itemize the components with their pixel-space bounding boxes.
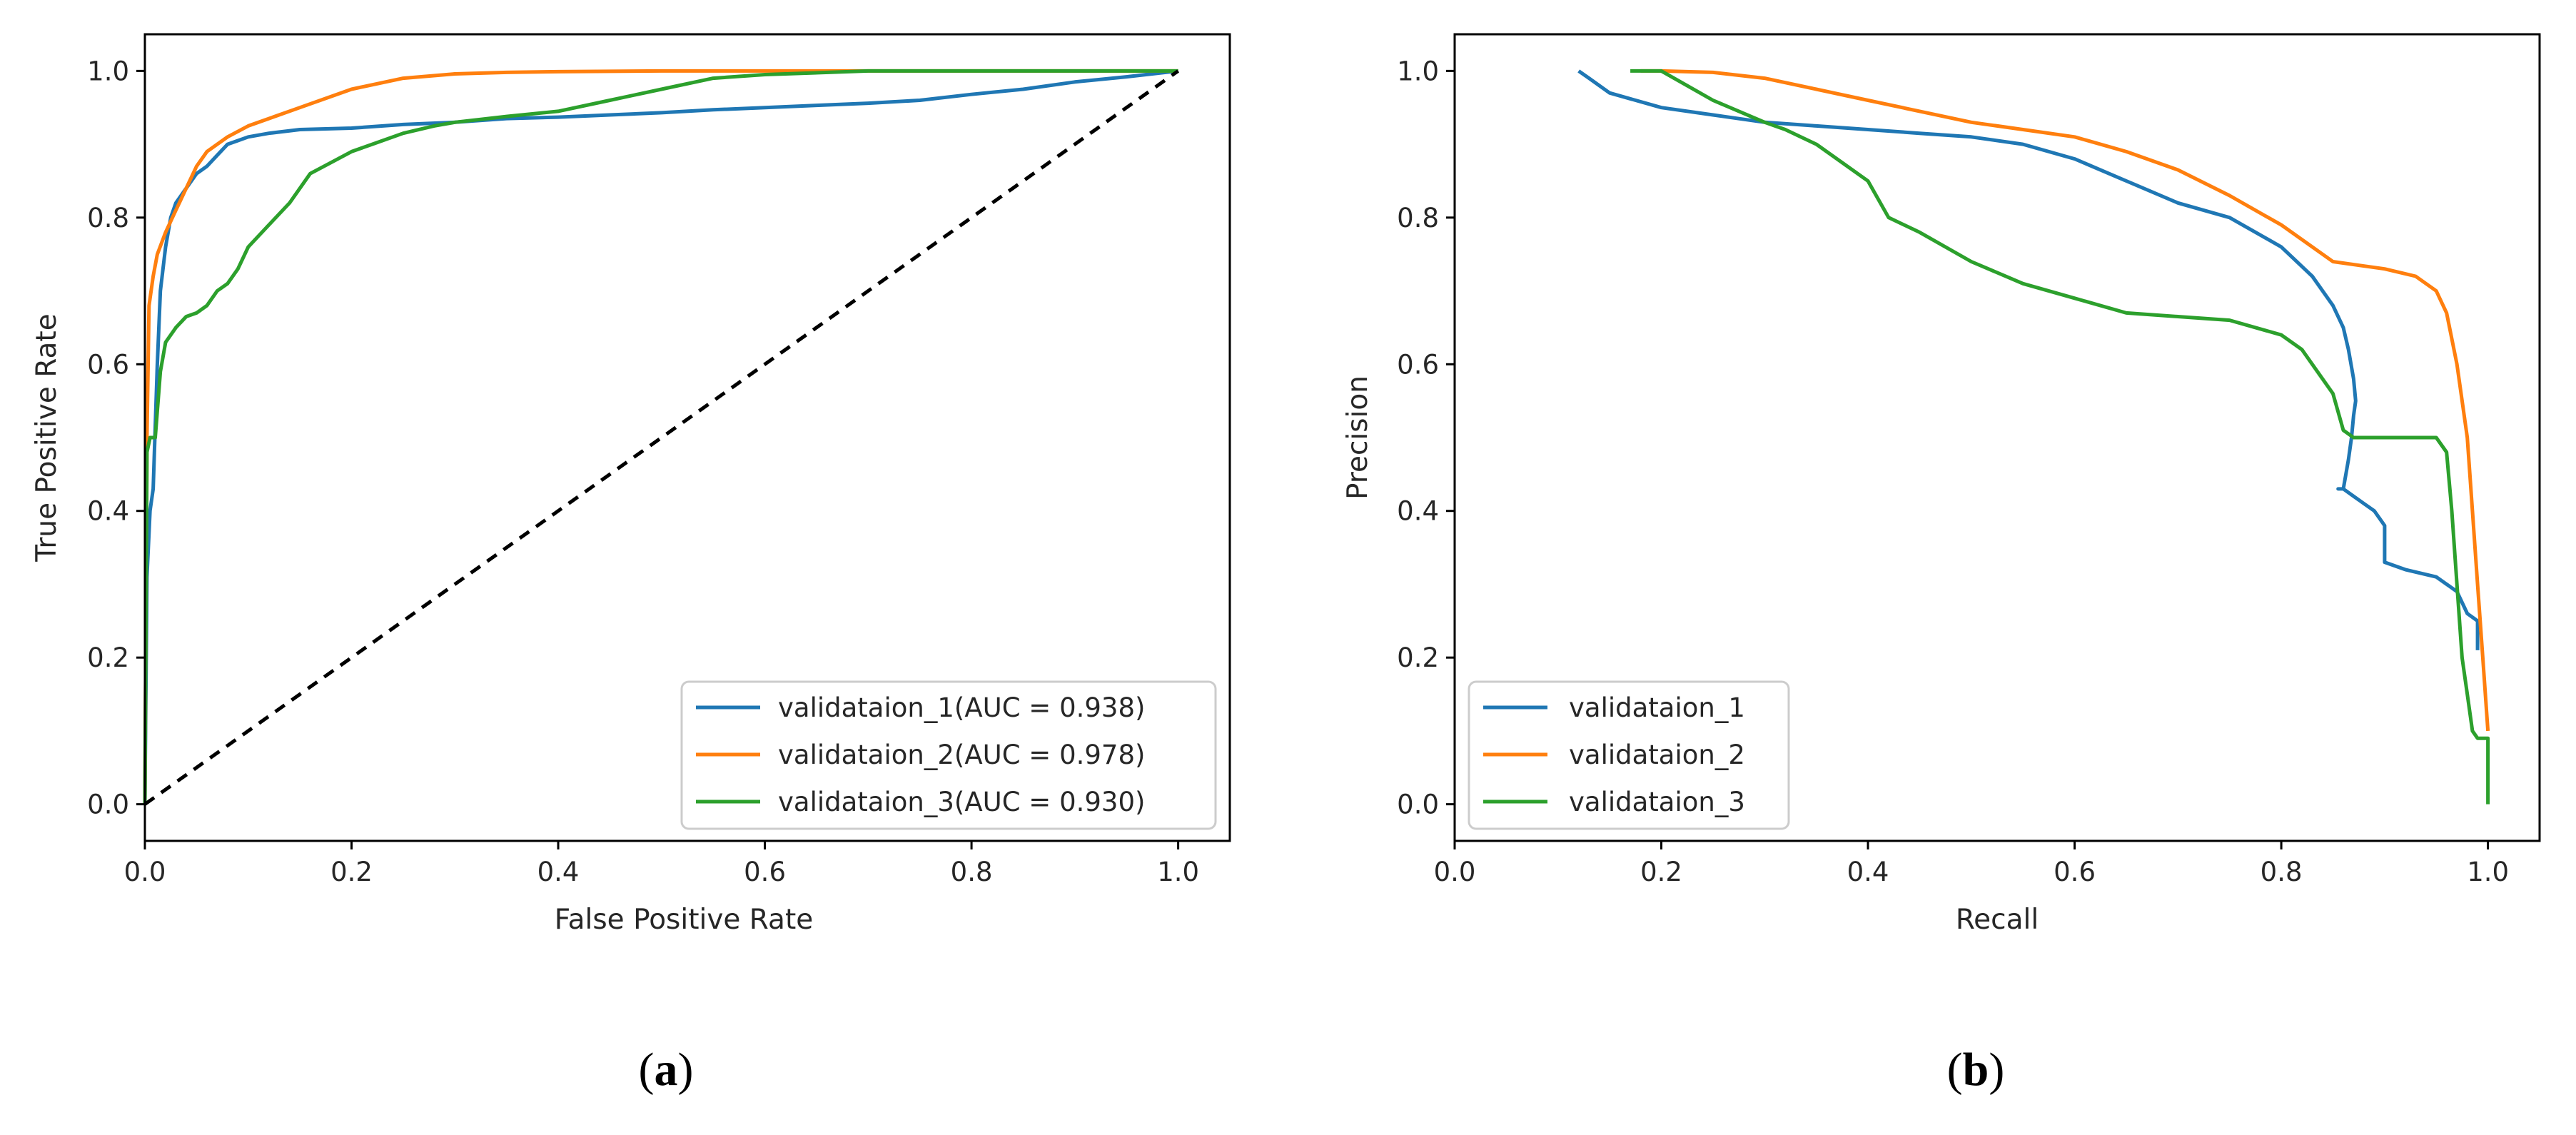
pr-series-lines: [1577, 69, 2490, 804]
roc-x-axis-label: False Positive Rate: [555, 904, 813, 936]
pr-x-tick-label: 0.4: [1847, 857, 1889, 887]
pr-y-tick-label: 0.8: [1397, 203, 1439, 233]
pr-plot-frame: [1453, 33, 2541, 842]
roc-y-tick-label: 1.0: [87, 56, 129, 86]
pr-y-tick-label: 0.4: [1397, 496, 1439, 527]
pr-y-axis-label: Precision: [1342, 375, 1374, 500]
pr-caption: (b): [1947, 1044, 2005, 1096]
roc-x-tick-label: 0.0: [124, 857, 166, 887]
roc-x-tick-label: 0.2: [330, 857, 373, 887]
roc-y-ticks: 0.0 0.2 0.4 0.6 0.8 1.0: [87, 56, 145, 820]
roc-x-tick-label: 0.8: [951, 857, 993, 887]
roc-caption: (a): [639, 1044, 694, 1096]
pr-series-line-2: [1640, 69, 2490, 732]
roc-y-tick-label: 0.0: [87, 790, 129, 820]
pr-x-tick-label: 0.2: [1640, 857, 1682, 887]
roc-x-ticks: 0.0 0.2 0.4 0.6 0.8 1.0: [124, 841, 1199, 887]
roc-series-lines: [143, 69, 1178, 804]
roc-legend-box: [680, 680, 1217, 830]
roc-legend-label-2: validataion_2(AUC = 0.978): [778, 740, 1145, 770]
roc-chance-diagonal: [143, 69, 1180, 806]
roc-y-tick-label: 0.4: [87, 496, 129, 527]
roc-legend-label-3: validataion_3(AUC = 0.930): [778, 787, 1145, 817]
roc-y-tick-label: 0.6: [87, 349, 129, 380]
pr-panel: 0.0 0.2 0.4 0.6 0.8 1.0 0.0 0.2 0.4 0.6 0.8 1.0 Re…: [1342, 33, 2541, 1096]
roc-x-tick-label: 0.4: [537, 857, 580, 887]
roc-series-line-3: [143, 69, 1178, 804]
pr-x-tick-label: 0.8: [2261, 857, 2303, 887]
roc-x-tick-label: 1.0: [1157, 857, 1199, 887]
roc-x-tick-label: 0.6: [744, 857, 786, 887]
roc-series-line-2: [143, 69, 1178, 804]
pr-y-tick-label: 0.0: [1397, 790, 1439, 820]
pr-x-tick-label: 0.0: [1434, 857, 1476, 887]
roc-y-tick-label: 0.2: [87, 642, 129, 673]
roc-y-axis-label: True Positive Rate: [31, 313, 63, 562]
roc-panel: 0.0 0.2 0.4 0.6 0.8 1.0 0.0 0.2 0.4 0.6 0.8 1.0 Fa…: [31, 33, 1231, 1096]
pr-y-tick-label: 0.6: [1397, 349, 1439, 380]
pr-series-line-1: [1577, 69, 2480, 650]
pr-y-tick-label: 0.2: [1397, 642, 1439, 673]
pr-series-line-3: [1630, 69, 2490, 804]
pr-legend-label-3: validataion_3: [1569, 787, 1745, 817]
pr-y-ticks: 0.0 0.2 0.4 0.6 0.8 1.0: [1397, 56, 1455, 820]
roc-y-tick-label: 0.8: [87, 203, 129, 233]
pr-legend-label-2: validataion_2: [1569, 740, 1745, 770]
pr-legend-box: [1468, 680, 1790, 830]
pr-x-ticks: 0.0 0.2 0.4 0.6 0.8 1.0: [1434, 841, 2509, 887]
roc-series-line-1: [143, 69, 1178, 804]
pr-y-tick-label: 1.0: [1397, 56, 1439, 86]
pr-x-tick-label: 1.0: [2467, 857, 2509, 887]
pr-legend: validataion_1 validataion_2 validataion_…: [1468, 680, 1790, 830]
pr-x-axis-label: Recall: [1956, 904, 2039, 936]
roc-plot-frame: [143, 33, 1231, 842]
pr-legend-label-1: validataion_1: [1569, 692, 1745, 723]
pr-x-tick-label: 0.6: [2054, 857, 2096, 887]
roc-legend: validataion_1(AUC = 0.938) validataion_2…: [680, 680, 1217, 830]
roc-legend-label-1: validataion_1(AUC = 0.938): [778, 692, 1145, 723]
